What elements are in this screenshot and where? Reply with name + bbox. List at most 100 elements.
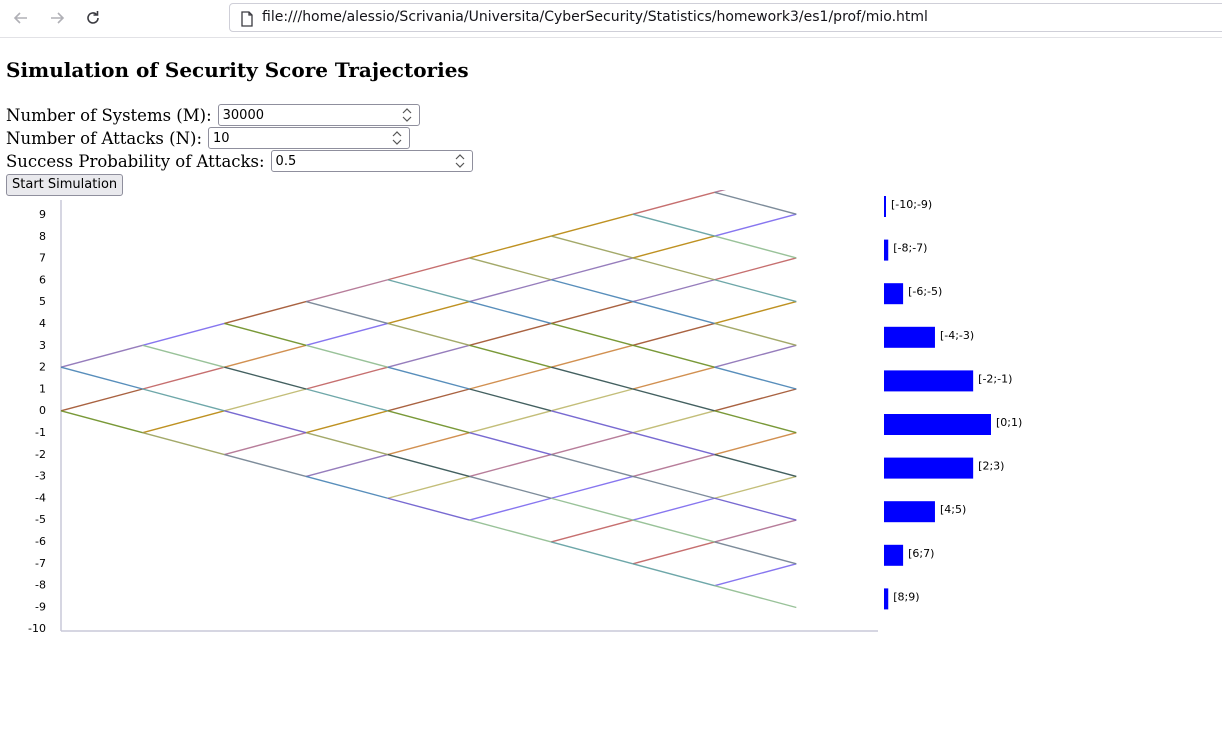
reload-icon (87, 11, 99, 24)
trajectory-segment (387, 410, 470, 434)
trajectory-segment (714, 584, 797, 609)
histogram-label: [6;7) (908, 547, 934, 560)
trajectory-segment (387, 388, 470, 412)
trajectory-segment (387, 300, 470, 325)
trajectory-segment (60, 388, 143, 412)
trajectory-segment (387, 453, 470, 478)
trajectory-segment (632, 235, 715, 259)
forward-button[interactable] (44, 6, 70, 30)
back-arrow-icon (13, 12, 27, 24)
systems-input[interactable]: 30000 (217, 104, 420, 126)
spinner-icon[interactable] (389, 129, 405, 147)
attacks-label: Number of Attacks (N): (6, 128, 203, 148)
trajectory-segment (387, 432, 470, 456)
histogram-label: [-10;-9) (891, 198, 932, 211)
back-button[interactable] (8, 6, 34, 30)
histogram-label: [0;1) (996, 416, 1022, 429)
trajectory-segment (387, 322, 470, 346)
trajectory-segment (469, 519, 552, 543)
prob-label: Success Probability of Attacks: (6, 151, 265, 171)
trajectory-segment (387, 366, 470, 390)
trajectory-segment (632, 300, 715, 325)
trajectory-segment (224, 432, 307, 456)
trajectory-segment (632, 519, 715, 543)
page-title: Simulation of Security Score Trajectorie… (6, 58, 469, 82)
trajectory-segment (714, 257, 797, 281)
y-tick-label: 9 (39, 208, 46, 221)
systems-value: 30000 (222, 108, 264, 123)
trajectory-segment (224, 410, 307, 434)
trajectory-segment (305, 344, 388, 368)
trajectory-segment (551, 519, 634, 543)
trajectory-segment (469, 453, 552, 478)
spinner-icon[interactable] (452, 152, 468, 170)
histogram-bar (884, 283, 904, 305)
y-tick-label: 4 (39, 317, 46, 330)
trajectory-segment (551, 541, 634, 565)
trajectory-segment (632, 388, 715, 412)
histogram-label: [-8;-7) (893, 242, 927, 255)
trajectory-segment (387, 475, 470, 499)
trajectory-segment (714, 432, 797, 456)
prob-input[interactable]: 0.5 (270, 150, 473, 172)
y-tick-label: -9 (35, 600, 46, 613)
y-tick-label: -5 (35, 513, 46, 526)
y-tick-label: -4 (35, 491, 46, 504)
address-bar[interactable]: file:///home/alessio/Scrivania/Universit… (229, 3, 1222, 32)
spinner-icon[interactable] (399, 106, 415, 124)
y-tick-label: -3 (35, 470, 46, 483)
trajectory-segment (469, 366, 552, 390)
histogram-bar (884, 544, 904, 566)
trajectory-segment (60, 366, 143, 390)
trajectory-segment (305, 366, 388, 390)
y-tick-label: 2 (39, 361, 46, 374)
histogram-label: [4;5) (940, 503, 966, 516)
trajectory-segment (224, 344, 307, 368)
trajectory-segment (142, 410, 225, 434)
trajectory-segment (632, 191, 715, 215)
trajectory-segment (305, 453, 388, 478)
trajectory-segment (469, 235, 552, 259)
trajectory-segment (469, 344, 552, 368)
trajectory-segment (551, 366, 634, 390)
trajectory-segment (142, 432, 225, 456)
reload-button[interactable] (80, 6, 106, 30)
y-tick-label: 5 (39, 295, 46, 308)
trajectory-segment (305, 300, 388, 325)
trajectory-segment (469, 279, 552, 303)
trajectory-segment (469, 432, 552, 456)
trajectory-segment (714, 410, 797, 434)
trajectory-segment (632, 279, 715, 303)
trajectory-segment (387, 497, 470, 521)
trajectory-segment (224, 388, 307, 412)
trajectory-segment (714, 235, 797, 259)
trajectory-segment (305, 410, 388, 434)
trajectory-segment (60, 410, 143, 434)
histogram-label: [-6;-5) (908, 285, 942, 298)
trajectory-segment (387, 279, 470, 303)
attacks-input[interactable]: 10 (208, 127, 411, 149)
attacks-row: Number of Attacks (N): 10 (6, 127, 411, 149)
trajectory-segment (632, 410, 715, 434)
trajectory-segment (551, 410, 634, 434)
trajectory-segment (714, 322, 797, 346)
trajectory-segment (714, 497, 797, 521)
histogram-label: [-2;-1) (978, 372, 1012, 385)
trajectory-segment (632, 563, 715, 587)
trajectory-segment (551, 322, 634, 346)
trajectory-segment (714, 541, 797, 565)
trajectory-segment (551, 388, 634, 412)
prob-row: Success Probability of Attacks: 0.5 (6, 150, 473, 172)
trajectory-segment (142, 366, 225, 390)
systems-row: Number of Systems (M): 30000 (6, 104, 420, 126)
trajectory-segment (469, 300, 552, 325)
trajectory-segment (714, 563, 797, 587)
start-simulation-button[interactable]: Start Simulation (6, 174, 124, 196)
trajectory-segment (469, 475, 552, 499)
trajectory-segment (632, 366, 715, 390)
histogram-label: [-4;-3) (940, 329, 974, 342)
trajectory-segment (551, 279, 634, 303)
trajectory-segment (714, 366, 797, 390)
trajectory-segment (469, 497, 552, 521)
histogram-bar (884, 501, 935, 523)
